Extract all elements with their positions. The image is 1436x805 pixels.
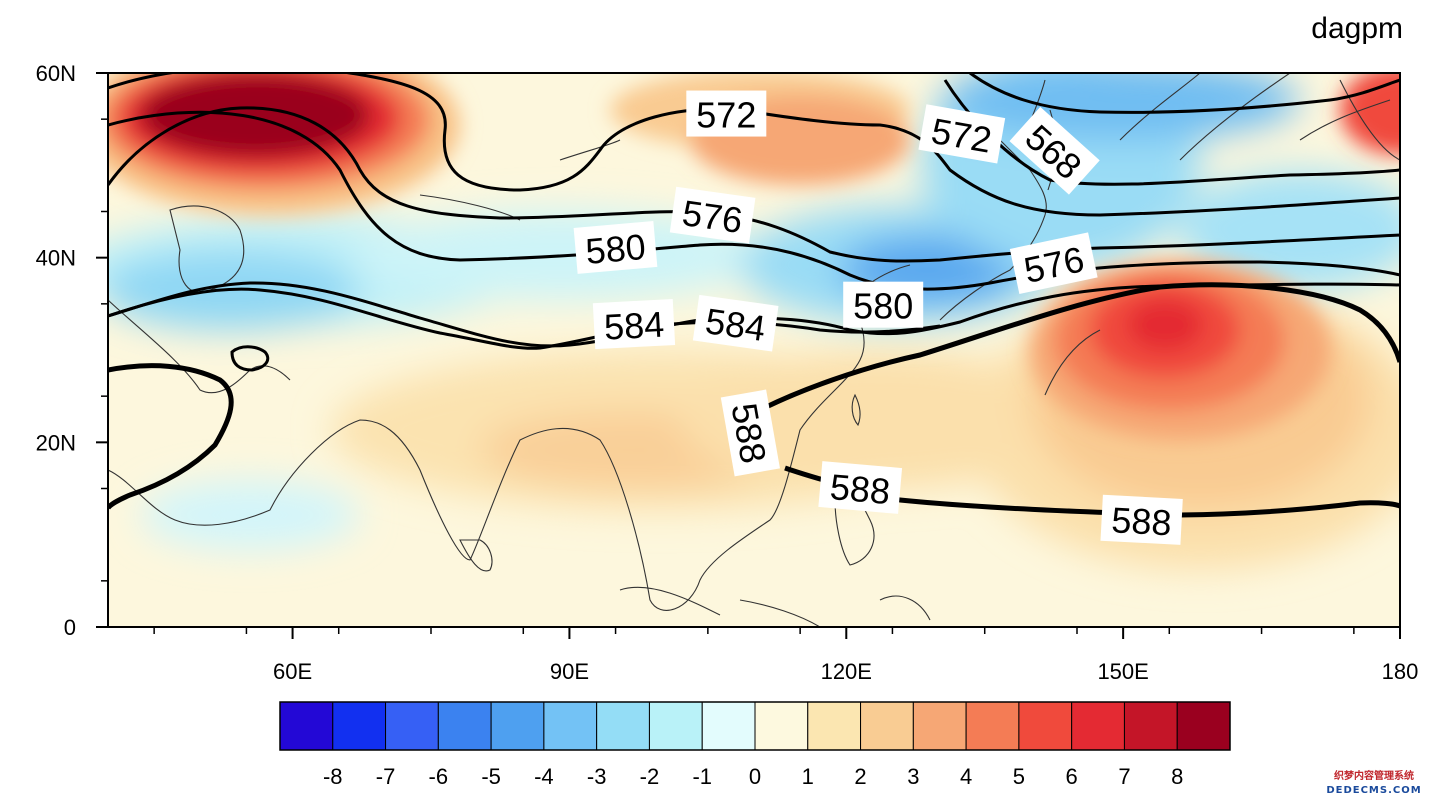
x-tick-label: 120E (821, 659, 872, 684)
contour-label-bg (843, 281, 924, 328)
contour-line-tibet-small (230, 345, 270, 372)
colorbar-label: 1 (802, 764, 814, 789)
colorbar: -8 -7 -6 -5 -4 -3 -2 -1 0 1 2 3 4 5 6 7 8 (279, 701, 1231, 789)
contour-label-text: 584 (703, 300, 768, 349)
colorbar-swatch (1176, 701, 1231, 751)
colorbar-label: 6 (1066, 764, 1078, 789)
colorbar-frame (279, 701, 1231, 751)
colorbar-label: -5 (481, 764, 501, 789)
contour-label-text: 572 (696, 95, 756, 136)
contour-label-580: 580 (573, 221, 658, 274)
colorbar-swatch (596, 701, 650, 751)
colorbar-swatch (1018, 701, 1073, 751)
colorbar-label: -1 (692, 764, 712, 789)
colorbar-swatch (965, 701, 1020, 751)
watermark-line1: 织梦内容管理系统 (1334, 771, 1414, 782)
colorbar-label: 2 (854, 764, 866, 789)
unit-label: dagpm (1311, 12, 1403, 45)
contour-label-bg (720, 389, 780, 477)
y-tick-label: 60N (36, 61, 76, 86)
contour-label-588: 588 (818, 461, 903, 514)
contour-label-580: 580 (843, 281, 924, 328)
colorbar-swatch (912, 701, 967, 751)
contour-line-568 (969, 73, 1400, 114)
contour-label-text: 588 (1111, 499, 1173, 543)
x-axis: 60E 90E 120E 150E 180 (153, 627, 1419, 684)
x-tick-label: 150E (1097, 659, 1148, 684)
colorbar-swatch (437, 701, 492, 751)
colorbar-label: -7 (376, 764, 396, 789)
contour-label-588: 588 (720, 389, 780, 477)
anomaly-shading (108, 73, 1400, 570)
colorbar-label: -3 (587, 764, 607, 789)
contour-label-bg (686, 90, 767, 137)
contour-label-572: 572 (686, 90, 767, 137)
colorbar-label: 5 (1013, 764, 1025, 789)
contour-label-text: 576 (680, 192, 745, 241)
colorbar-swatch (385, 701, 439, 751)
colorbar-swatch (701, 701, 756, 751)
contour-label-588: 588 (1100, 494, 1183, 545)
contour-label-bg (1009, 232, 1098, 294)
contour-label-576: 576 (1009, 232, 1098, 294)
y-axis: 0 20N 40N 60N (36, 61, 108, 640)
colorbar-label: 7 (1118, 764, 1130, 789)
colorbar-label: -2 (640, 764, 660, 789)
contour-label-bg (818, 461, 903, 514)
contour-label-bg (592, 299, 676, 350)
contour-label-bg (918, 104, 1006, 164)
x-tick-label: 60E (273, 659, 312, 684)
contour-line-588 (108, 363, 234, 510)
contour-line-572 (108, 73, 1400, 217)
colorbar-swatch (543, 701, 598, 751)
colorbar-label: 8 (1171, 764, 1183, 789)
colorbar-label: -8 (323, 764, 343, 789)
contour-label-bg (692, 294, 779, 352)
colorbar-label: 3 (907, 764, 919, 789)
contour-label-bg (1009, 106, 1100, 195)
contour-label-text: 580 (853, 286, 913, 327)
contour-label-bg (669, 186, 756, 244)
plot-area (108, 73, 1400, 627)
colorbar-swatch (490, 701, 545, 751)
contour-line-588-b (758, 282, 1400, 413)
colorbar-label: 0 (749, 764, 761, 789)
colorbar-swatch (648, 701, 703, 751)
contour-label-576: 576 (669, 186, 756, 244)
colorbar-swatch (332, 701, 387, 751)
colorbar-label: -6 (429, 764, 449, 789)
coastlines (108, 73, 1400, 627)
contour-line-576 (108, 110, 1400, 291)
contour-label-text: 588 (828, 466, 891, 512)
colorbar-swatch (860, 701, 914, 751)
contour-label-584: 584 (692, 294, 779, 352)
colorbar-swatch (807, 701, 862, 751)
colorbar-swatch (279, 701, 334, 751)
watermark-line2: DEDECMS.COM (1326, 785, 1422, 796)
contour-label-bg (573, 221, 658, 274)
x-tick-label: 90E (550, 659, 589, 684)
plot-frame (107, 72, 1401, 628)
y-tick-label: 0 (64, 615, 76, 640)
y-tick-label: 40N (36, 246, 76, 271)
colorbar-label: -4 (534, 764, 554, 789)
colorbar-swatch (754, 701, 809, 751)
y-tick-label: 20N (36, 430, 76, 455)
x-tick-label: 180 (1382, 659, 1419, 684)
watermark: 织梦内容管理系统 DEDECMS.COM (1318, 770, 1430, 800)
colorbar-label: 4 (960, 764, 972, 789)
contour-label-572: 572 (918, 104, 1006, 164)
colorbar-swatch (1071, 701, 1125, 751)
contour-line-584 (108, 287, 941, 350)
contour-label-584: 584 (592, 299, 676, 350)
contour-label-bg (1100, 494, 1183, 545)
contour-label-text: 584 (603, 304, 665, 348)
contour-label-text: 580 (584, 226, 647, 272)
colorbar-swatch (1123, 701, 1178, 751)
